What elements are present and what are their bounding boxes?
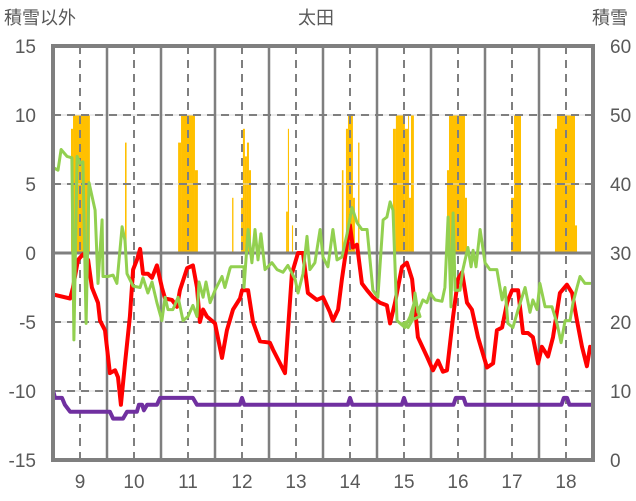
x-tick-label: 16 bbox=[447, 472, 468, 493]
right-tick-label: 10 bbox=[610, 382, 631, 403]
snow-bar bbox=[246, 142, 249, 253]
snow-bar bbox=[291, 225, 294, 253]
snow-bar bbox=[287, 128, 290, 253]
x-tick-label: 15 bbox=[393, 472, 414, 493]
x-tick-label: 11 bbox=[178, 472, 198, 493]
left-tick-label: 5 bbox=[25, 175, 36, 196]
snow-bar bbox=[125, 142, 127, 253]
right-tick-label: 20 bbox=[610, 313, 631, 334]
left-tick-label: 10 bbox=[15, 106, 36, 127]
left-tick-label: -15 bbox=[9, 451, 36, 472]
chart-title: 太田 bbox=[298, 8, 334, 29]
snow-bar bbox=[392, 128, 396, 253]
snow-bar bbox=[232, 197, 234, 253]
snow-bar bbox=[575, 225, 578, 253]
x-tick-label: 12 bbox=[231, 472, 252, 493]
snow-bar bbox=[178, 142, 182, 253]
snow-bar bbox=[194, 170, 198, 253]
snow-bar bbox=[358, 142, 360, 253]
snow-bar bbox=[511, 197, 515, 253]
snow-bar bbox=[244, 156, 247, 253]
snow-bar bbox=[446, 170, 449, 253]
x-tick-label: 18 bbox=[555, 472, 576, 493]
x-tick-label: 13 bbox=[285, 472, 306, 493]
right-tick-label: 0 bbox=[610, 451, 621, 472]
snow-bar bbox=[341, 170, 344, 253]
x-tick-label: 17 bbox=[501, 472, 522, 493]
left-tick-label: 15 bbox=[15, 37, 36, 58]
left-axis-title: 積雪以外 bbox=[4, 8, 76, 29]
snow-bar bbox=[404, 128, 409, 253]
right-tick-label: 40 bbox=[610, 175, 631, 196]
snow-bar bbox=[241, 197, 243, 253]
right-tick-label: 30 bbox=[610, 244, 631, 265]
left-tick-label: 0 bbox=[25, 244, 36, 265]
green-series-line bbox=[51, 148, 592, 345]
frame-layer bbox=[51, 44, 595, 462]
purple-series-line bbox=[51, 388, 595, 421]
x-tick-label: 9 bbox=[75, 472, 86, 493]
snow-bar bbox=[242, 128, 245, 253]
lines-layer bbox=[51, 148, 595, 421]
snow-bar bbox=[464, 197, 467, 253]
snow-bar bbox=[554, 128, 557, 253]
red-series-line bbox=[51, 223, 593, 407]
x-tick-label: 14 bbox=[339, 472, 361, 493]
snow-bar bbox=[286, 211, 288, 253]
left-tick-label: -5 bbox=[19, 313, 36, 334]
x-tick-label: 10 bbox=[123, 472, 144, 493]
snow-bar bbox=[345, 128, 348, 253]
left-tick-label: -10 bbox=[9, 382, 36, 403]
right-tick-label: 50 bbox=[610, 106, 631, 127]
snow-bar bbox=[352, 197, 355, 253]
snow-bar bbox=[248, 170, 251, 253]
right-axis-title: 積雪 bbox=[592, 8, 628, 29]
plot-frame bbox=[51, 44, 595, 460]
right-tick-label: 60 bbox=[610, 37, 631, 58]
snow-bar bbox=[408, 197, 411, 253]
